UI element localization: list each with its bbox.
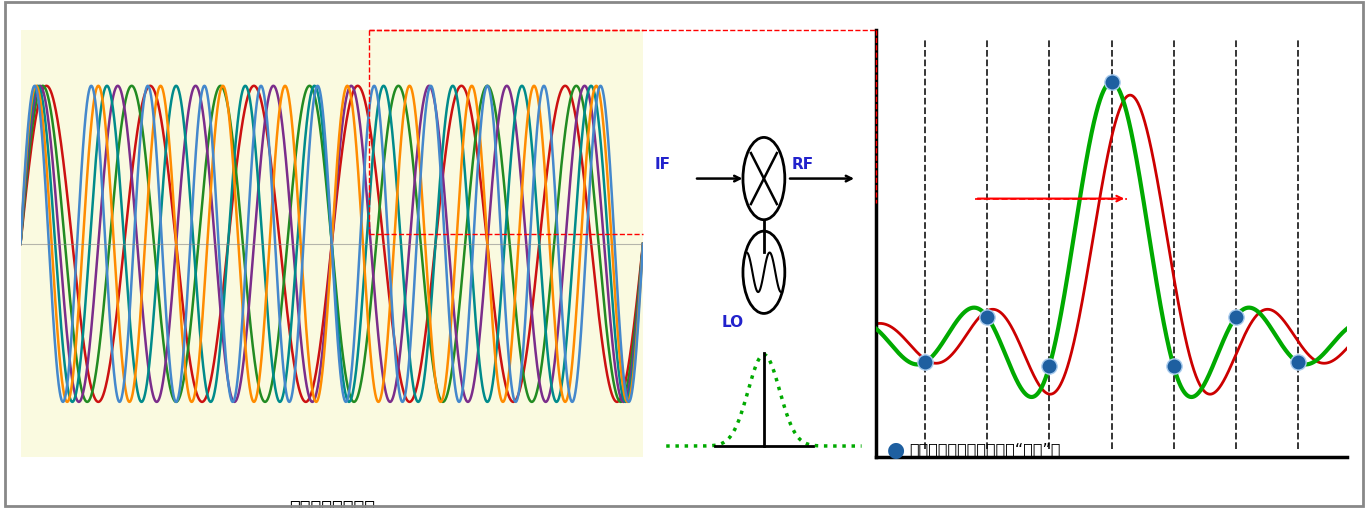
Text: ●: ●	[886, 439, 904, 460]
Text: 正交频分多路复用: 正交频分多路复用	[289, 500, 375, 508]
Text: 相位噪声也会导致载波间“泄漏”。: 相位噪声也会导致载波间“泄漏”。	[910, 442, 1062, 457]
Text: RF: RF	[792, 157, 814, 172]
Text: LO: LO	[722, 315, 744, 330]
Text: IF: IF	[654, 157, 670, 172]
